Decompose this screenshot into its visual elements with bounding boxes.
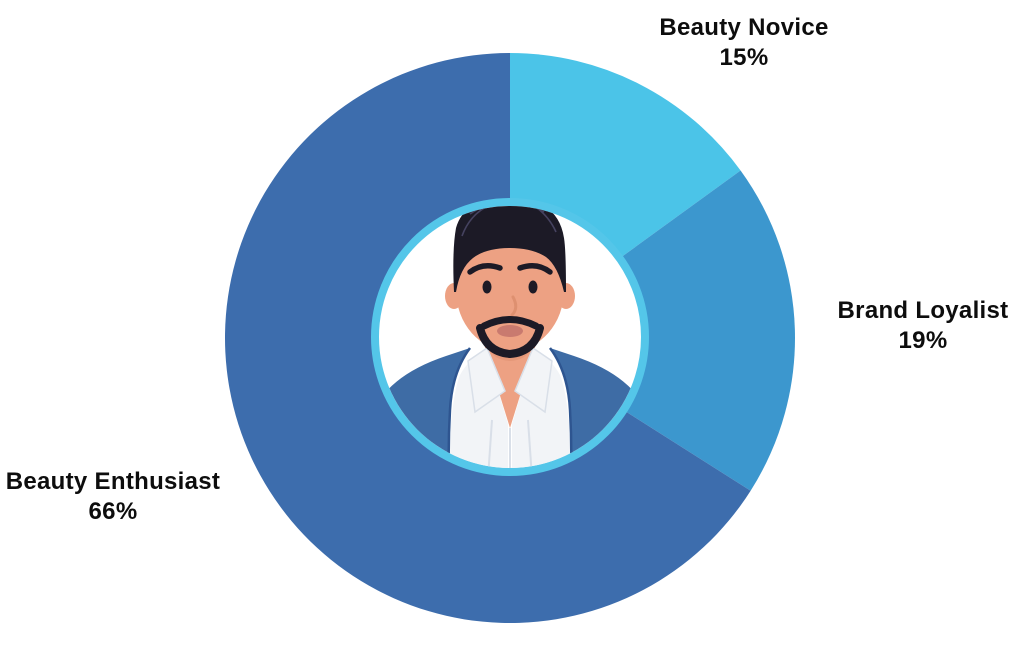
avatar-eye-right xyxy=(528,280,538,294)
label-beauty-enthusiast-value: 66% xyxy=(88,498,138,525)
label-brand-loyalist-value: 19% xyxy=(898,327,948,354)
avatar-chest xyxy=(484,344,536,428)
label-beauty-enthusiast-name: Beauty Enthusiast xyxy=(5,468,221,495)
avatar-eye-left xyxy=(482,280,492,294)
male-avatar-illustration xyxy=(379,206,641,468)
avatar-nose xyxy=(510,295,518,317)
avatar-mustache xyxy=(480,316,540,330)
avatar-hair xyxy=(453,206,566,292)
avatar-hair-strand xyxy=(469,206,507,215)
avatar-eyebrow-right xyxy=(517,263,553,275)
slice-brand-loyalist xyxy=(510,170,795,491)
label-beauty-novice: Beauty Novice 15% xyxy=(614,13,874,73)
avatar-collar-right xyxy=(514,346,553,414)
avatar-shirt-fold-left xyxy=(487,419,493,468)
label-beauty-novice-name: Beauty Novice xyxy=(659,14,829,41)
avatar-neck-shadow xyxy=(489,349,531,361)
avatar-eyebrow-left xyxy=(467,263,503,275)
avatar-hair-strand xyxy=(529,206,557,233)
label-brand-loyalist: Brand Loyalist 19% xyxy=(793,296,1024,356)
label-beauty-novice-value: 15% xyxy=(719,44,769,71)
label-brand-loyalist-name: Brand Loyalist xyxy=(837,297,1009,324)
avatar-goatee xyxy=(476,324,544,359)
avatar-collar-left xyxy=(467,346,506,414)
avatar-mouth xyxy=(497,325,523,337)
avatar-shirt-fold-right xyxy=(527,419,533,468)
label-beauty-enthusiast: Beauty Enthusiast 66% xyxy=(0,467,243,527)
avatar-face xyxy=(456,229,564,351)
